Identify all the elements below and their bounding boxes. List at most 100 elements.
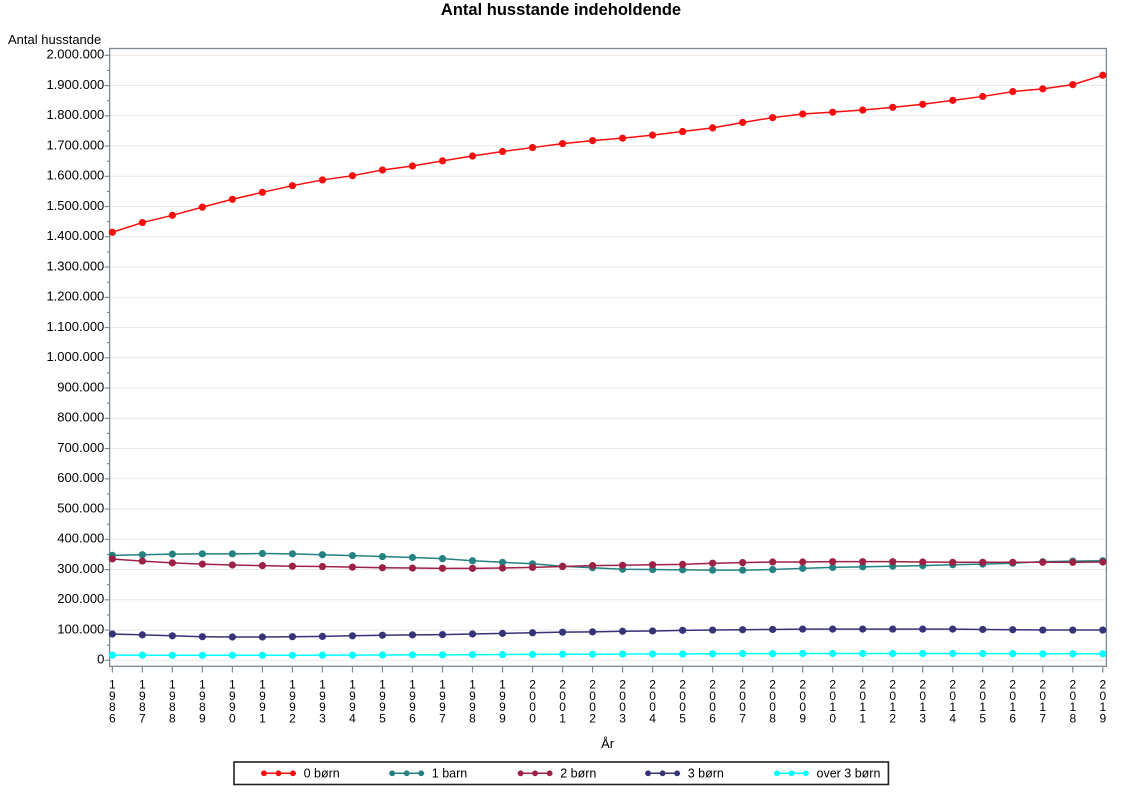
svg-text:6: 6 — [709, 712, 716, 726]
svg-text:100.000: 100.000 — [57, 621, 104, 636]
svg-text:2: 2 — [589, 678, 596, 692]
svg-text:Antal husstande indeholdende: Antal husstande indeholdende — [441, 1, 681, 19]
svg-text:1: 1 — [169, 678, 176, 692]
svg-text:0: 0 — [799, 689, 806, 703]
svg-text:9: 9 — [259, 700, 266, 714]
svg-text:3 børn: 3 børn — [688, 767, 724, 781]
svg-text:1: 1 — [499, 678, 506, 692]
svg-text:1: 1 — [349, 678, 356, 692]
svg-text:År: År — [601, 736, 615, 751]
svg-text:300.000: 300.000 — [57, 561, 104, 576]
svg-text:0: 0 — [589, 689, 596, 703]
svg-text:0: 0 — [829, 712, 836, 726]
svg-text:0: 0 — [679, 700, 686, 714]
svg-text:0: 0 — [649, 689, 656, 703]
svg-text:0: 0 — [739, 700, 746, 714]
svg-text:1.700.000: 1.700.000 — [46, 137, 104, 152]
svg-text:0: 0 — [1039, 689, 1046, 703]
svg-text:0: 0 — [679, 689, 686, 703]
svg-text:0: 0 — [739, 689, 746, 703]
svg-text:3: 3 — [319, 712, 326, 726]
svg-text:0: 0 — [229, 712, 236, 726]
svg-text:2: 2 — [1009, 678, 1016, 692]
svg-text:9: 9 — [289, 700, 296, 714]
svg-text:4: 4 — [349, 712, 356, 726]
svg-text:7: 7 — [739, 712, 746, 726]
svg-text:0: 0 — [529, 689, 536, 703]
svg-text:0: 0 — [97, 652, 104, 667]
svg-text:0: 0 — [769, 700, 776, 714]
svg-text:1.400.000: 1.400.000 — [46, 228, 104, 243]
svg-text:9: 9 — [1099, 712, 1106, 726]
svg-text:5: 5 — [979, 712, 986, 726]
svg-text:0: 0 — [799, 700, 806, 714]
svg-text:0: 0 — [649, 700, 656, 714]
svg-text:3: 3 — [919, 712, 926, 726]
svg-text:9: 9 — [229, 689, 236, 703]
svg-text:1: 1 — [859, 712, 866, 726]
svg-text:9: 9 — [319, 700, 326, 714]
svg-text:1: 1 — [439, 678, 446, 692]
svg-text:0: 0 — [769, 689, 776, 703]
svg-text:2: 2 — [289, 712, 296, 726]
svg-text:0: 0 — [559, 689, 566, 703]
svg-text:0: 0 — [949, 689, 956, 703]
svg-text:1: 1 — [1069, 700, 1076, 714]
svg-text:2: 2 — [889, 712, 896, 726]
svg-text:9: 9 — [799, 712, 806, 726]
svg-text:200.000: 200.000 — [57, 591, 104, 606]
svg-text:2: 2 — [619, 678, 626, 692]
svg-text:1: 1 — [379, 678, 386, 692]
svg-text:5: 5 — [679, 712, 686, 726]
svg-text:2.000.000: 2.000.000 — [46, 47, 104, 62]
svg-text:1: 1 — [259, 712, 266, 726]
svg-text:2 børn: 2 børn — [560, 767, 596, 781]
svg-text:2: 2 — [589, 712, 596, 726]
svg-text:2: 2 — [979, 678, 986, 692]
svg-text:9: 9 — [319, 689, 326, 703]
svg-text:7: 7 — [439, 712, 446, 726]
svg-text:2: 2 — [1099, 678, 1106, 692]
svg-text:9: 9 — [499, 700, 506, 714]
svg-text:1: 1 — [859, 700, 866, 714]
svg-text:2: 2 — [919, 678, 926, 692]
svg-text:9: 9 — [199, 689, 206, 703]
svg-text:0: 0 — [559, 700, 566, 714]
svg-text:5: 5 — [379, 712, 386, 726]
svg-text:9: 9 — [289, 689, 296, 703]
svg-text:9: 9 — [379, 700, 386, 714]
svg-text:9: 9 — [439, 700, 446, 714]
svg-text:6: 6 — [409, 712, 416, 726]
svg-text:8: 8 — [199, 700, 206, 714]
svg-text:2: 2 — [709, 678, 716, 692]
svg-text:400.000: 400.000 — [57, 531, 104, 546]
svg-text:9: 9 — [349, 700, 356, 714]
svg-text:0: 0 — [829, 689, 836, 703]
svg-text:1: 1 — [199, 678, 206, 692]
svg-text:8: 8 — [139, 700, 146, 714]
svg-text:2: 2 — [949, 678, 956, 692]
svg-text:8: 8 — [469, 712, 476, 726]
svg-text:0: 0 — [979, 689, 986, 703]
svg-text:9: 9 — [469, 700, 476, 714]
svg-text:1 barn: 1 barn — [432, 767, 467, 781]
svg-text:8: 8 — [169, 700, 176, 714]
svg-text:1: 1 — [319, 678, 326, 692]
svg-text:9: 9 — [409, 700, 416, 714]
svg-text:0: 0 — [859, 689, 866, 703]
svg-text:1: 1 — [979, 700, 986, 714]
svg-text:2: 2 — [559, 678, 566, 692]
svg-text:1.600.000: 1.600.000 — [46, 168, 104, 183]
svg-text:9: 9 — [139, 689, 146, 703]
svg-text:1.200.000: 1.200.000 — [46, 289, 104, 304]
svg-text:1.900.000: 1.900.000 — [46, 77, 104, 92]
svg-text:9: 9 — [379, 689, 386, 703]
svg-text:1: 1 — [289, 678, 296, 692]
svg-text:1: 1 — [469, 678, 476, 692]
svg-text:7: 7 — [139, 712, 146, 726]
svg-text:1: 1 — [829, 700, 836, 714]
svg-text:9: 9 — [499, 689, 506, 703]
svg-text:1: 1 — [919, 700, 926, 714]
svg-text:1: 1 — [1009, 700, 1016, 714]
svg-text:2: 2 — [1039, 678, 1046, 692]
